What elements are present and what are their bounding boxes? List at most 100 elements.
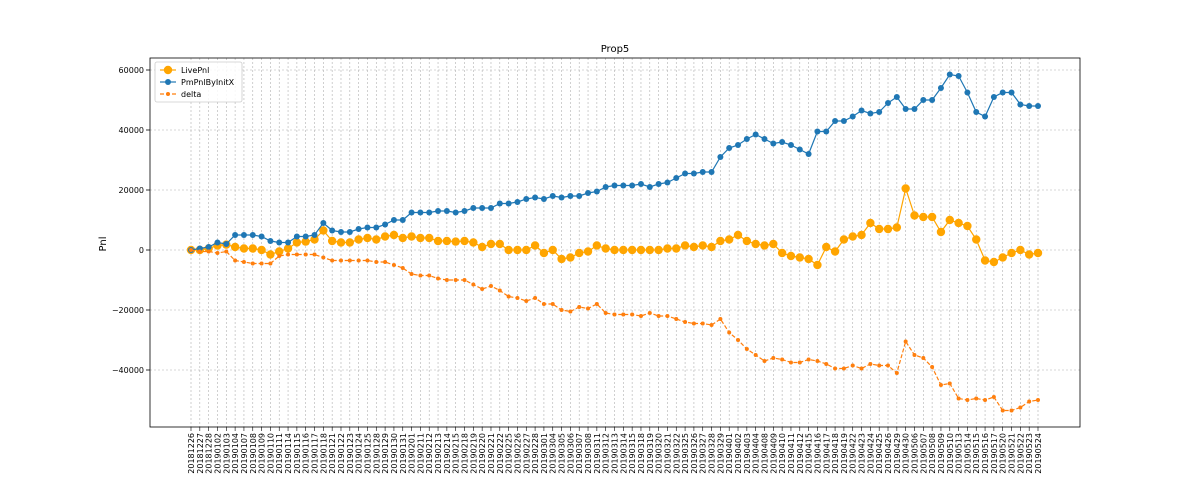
x-tick-label: 20190417 bbox=[822, 433, 831, 474]
x-tick-label: 20190312 bbox=[602, 433, 611, 474]
data-point bbox=[319, 226, 328, 235]
data-point bbox=[487, 205, 494, 211]
data-point bbox=[427, 273, 432, 278]
x-tick-label: 20190221 bbox=[487, 433, 496, 474]
data-point bbox=[751, 239, 760, 249]
data-point bbox=[760, 241, 769, 250]
data-point bbox=[788, 360, 793, 365]
data-point bbox=[850, 363, 855, 368]
data-point bbox=[292, 238, 302, 247]
x-tick-label: 20190108 bbox=[249, 433, 258, 474]
x-tick-label: 20190522 bbox=[1016, 433, 1025, 474]
x-tick-label: 20190104 bbox=[231, 433, 240, 474]
data-point bbox=[206, 249, 211, 254]
data-point bbox=[320, 220, 327, 226]
data-point bbox=[611, 182, 618, 189]
data-point bbox=[416, 233, 425, 243]
data-point bbox=[1008, 89, 1015, 96]
data-point bbox=[435, 208, 442, 214]
data-point bbox=[833, 366, 838, 371]
data-point bbox=[1027, 399, 1032, 404]
data-point bbox=[991, 395, 996, 399]
data-point bbox=[330, 258, 335, 263]
data-point bbox=[724, 235, 734, 244]
data-point bbox=[806, 357, 811, 362]
data-point bbox=[743, 136, 750, 142]
data-point bbox=[859, 366, 864, 371]
series-delta bbox=[189, 248, 1040, 413]
data-point bbox=[451, 237, 460, 246]
data-point bbox=[656, 314, 661, 318]
x-tick-label: 20190517 bbox=[990, 433, 999, 474]
x-tick-label: 20190213 bbox=[434, 433, 443, 474]
data-point bbox=[877, 363, 882, 368]
data-point bbox=[954, 218, 963, 228]
y-tick-label: 0 bbox=[139, 246, 144, 255]
x-tick-label: 20190215 bbox=[452, 433, 461, 474]
x-tick-label: 20190318 bbox=[637, 433, 646, 474]
x-tick-label: 20190114 bbox=[284, 433, 293, 474]
legend-label: delta bbox=[181, 90, 201, 99]
data-point bbox=[612, 312, 617, 317]
data-point bbox=[674, 317, 679, 321]
data-point bbox=[566, 253, 575, 262]
data-point bbox=[1016, 245, 1025, 255]
x-tick-label: 20190329 bbox=[716, 433, 725, 474]
x-tick-label: 20190513 bbox=[955, 433, 964, 474]
x-tick-label: 20190116 bbox=[302, 433, 311, 474]
data-point bbox=[477, 242, 487, 252]
x-tick-label: 20190218 bbox=[461, 433, 470, 474]
x-tick-label: 20190314 bbox=[619, 433, 628, 474]
x-tick-label: 20190506 bbox=[910, 433, 919, 474]
x-tick-label: 20190514 bbox=[963, 433, 972, 474]
data-point bbox=[232, 232, 239, 238]
x-tick-label: 20190509 bbox=[937, 433, 946, 474]
data-point bbox=[980, 256, 990, 265]
data-point bbox=[1017, 101, 1024, 108]
data-point bbox=[912, 353, 917, 357]
data-point bbox=[956, 396, 961, 401]
x-tick-label: 20190220 bbox=[478, 433, 487, 474]
data-point bbox=[883, 224, 893, 234]
data-point bbox=[196, 245, 203, 252]
data-point bbox=[974, 396, 979, 401]
data-point bbox=[602, 184, 609, 190]
data-point bbox=[786, 251, 796, 261]
x-tick-label: 20190409 bbox=[769, 433, 778, 474]
data-point bbox=[523, 196, 530, 202]
y-axis-ticks: −40000 −20000 0 20000 40000 60000 bbox=[112, 66, 150, 375]
data-point bbox=[524, 299, 529, 303]
data-point bbox=[530, 241, 540, 250]
data-point bbox=[902, 106, 909, 112]
data-point bbox=[885, 100, 892, 106]
data-point bbox=[557, 254, 566, 264]
x-tick-label: 20190228 bbox=[531, 433, 540, 474]
x-tick-label: 20190311 bbox=[593, 433, 602, 474]
x-tick-label: 20190103 bbox=[222, 433, 231, 474]
data-point bbox=[257, 245, 266, 255]
x-tick-label: 20190430 bbox=[902, 433, 911, 474]
x-tick-label: 20190521 bbox=[1008, 433, 1017, 474]
data-point bbox=[345, 238, 355, 247]
data-point bbox=[886, 363, 891, 368]
x-tick-label: 20190403 bbox=[743, 433, 752, 474]
data-point bbox=[249, 232, 256, 238]
data-point bbox=[874, 224, 884, 234]
data-point bbox=[620, 182, 627, 189]
data-point bbox=[726, 145, 733, 151]
data-point bbox=[700, 321, 705, 326]
data-point bbox=[312, 252, 317, 257]
chart-title: Prop5 bbox=[601, 44, 630, 55]
data-point bbox=[983, 398, 988, 402]
data-point bbox=[592, 241, 602, 250]
data-point bbox=[990, 94, 997, 100]
data-point bbox=[690, 170, 697, 177]
data-point bbox=[532, 194, 539, 201]
data-point bbox=[224, 249, 229, 254]
x-tick-label: 20190523 bbox=[1025, 433, 1034, 474]
data-point bbox=[840, 118, 847, 124]
x-tick-label: 20190214 bbox=[443, 433, 452, 474]
data-point bbox=[638, 314, 643, 318]
data-point bbox=[814, 128, 821, 135]
data-point bbox=[337, 229, 344, 235]
